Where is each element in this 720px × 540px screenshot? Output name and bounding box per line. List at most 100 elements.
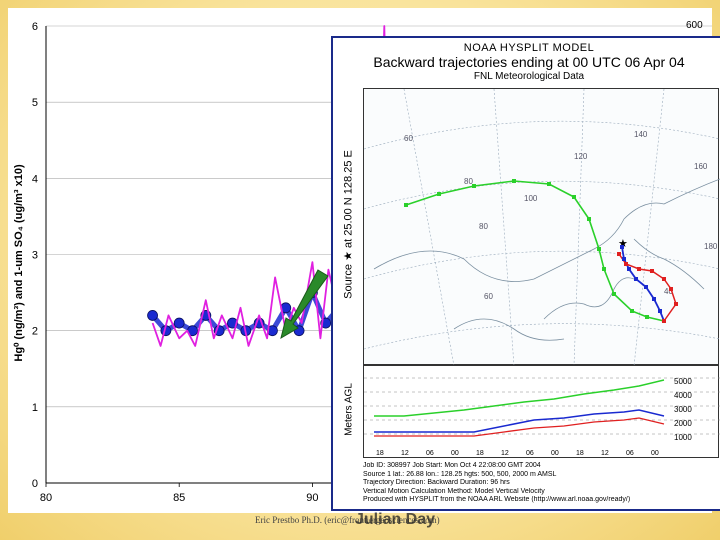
y-tick-label: 1	[32, 402, 38, 414]
trajectory-blue-marker	[634, 277, 638, 281]
trajectory-red-marker	[617, 252, 621, 256]
profile-time-tick: 18	[476, 450, 484, 457]
profile-scale-label: 2000	[674, 419, 692, 428]
map-longitude-line	[633, 88, 665, 367]
footer-credit: Eric Prestbo Ph.D. (eric@frontiergeoscie…	[255, 515, 440, 525]
trajectory-green-marker	[597, 247, 601, 251]
profile-time-tick: 00	[451, 450, 459, 457]
trajectory-blue-line	[621, 246, 665, 322]
map-grid-label: 160	[694, 162, 708, 171]
trajectory-red-line	[618, 253, 677, 322]
map-latitude-line	[363, 250, 720, 280]
map-grid-label: 120	[574, 152, 588, 161]
map-latitude-line	[363, 180, 720, 210]
hysplit-info-block: Job ID: 308997 Job Start: Mon Oct 4 22:0…	[363, 462, 720, 505]
map-grid-label: 60	[404, 134, 413, 143]
trajectory-arrow	[280, 269, 329, 340]
profile-blue-line	[374, 409, 665, 433]
profile-scale-label: 4000	[674, 391, 692, 400]
profile-time-tick: 06	[426, 450, 434, 457]
profile-time-tick: 00	[651, 450, 659, 457]
profile-scale-label: 5000	[674, 377, 692, 386]
hysplit-profile-ylabel-text: Meters AGL	[343, 383, 355, 436]
trajectory-green-marker	[437, 192, 441, 196]
trajectory-red-marker	[669, 287, 673, 291]
hysplit-map-svg: 60 80 80 100 120 140 160 180 40 60 ★	[363, 88, 720, 367]
y-axis-title: Hg⁰ (ng/m³) and 1-um SO₄ (ug/m³ x10)	[13, 164, 25, 362]
hg-so4-chart-panel: 01234568085909510 Hg⁰ (ng/m³) and 1-um S…	[8, 8, 720, 513]
hysplit-info-line: Job ID: 308997 Job Start: Mon Oct 4 22:0…	[363, 462, 541, 469]
profile-time-tick: 06	[526, 450, 534, 457]
hysplit-info-line: Trajectory Direction: Backward Duration:…	[363, 479, 510, 487]
trajectory-blue-marker	[644, 285, 648, 289]
hysplit-source-label: Source ★ at 25.00 N 128.25 E	[340, 98, 356, 358]
y-tick-label: 0	[32, 478, 38, 490]
profile-time-tick: 12	[501, 450, 509, 457]
trajectory-green-marker	[512, 179, 516, 183]
profile-time-tick: 06	[626, 450, 634, 457]
trajectory-green-marker	[602, 267, 606, 271]
map-grid-label: 80	[464, 177, 473, 186]
hysplit-title-data: FNL Meteorological Data	[473, 71, 585, 82]
map-grid-label: 80	[479, 222, 488, 231]
map-grid-label: 40	[664, 287, 673, 296]
profile-green-line	[374, 379, 665, 417]
map-source-star: ★	[618, 238, 628, 250]
profile-scale-label: 1000	[674, 433, 692, 442]
trajectory-red-marker	[674, 302, 678, 306]
hysplit-profile-svg: 1983 283 5000 4000 3000 2000 1000 181206…	[342, 377, 720, 457]
hysplit-info-line: Produced with HYSPLIT from the NOAA ARL …	[363, 496, 631, 504]
trajectory-red-marker	[662, 277, 666, 281]
hysplit-trajectory-inset: NOAA HYSPLIT MODEL Backward trajectories…	[331, 36, 720, 511]
x-tick-label: 90	[306, 492, 318, 504]
trajectory-green-marker	[547, 182, 551, 186]
trajectory-blue-marker	[627, 267, 631, 271]
trajectory-blue-marker	[652, 297, 656, 301]
trajectory-green-marker	[472, 184, 476, 188]
map-coastline	[543, 277, 635, 320]
map-longitude-line	[403, 88, 455, 367]
map-latitude-line	[363, 323, 720, 350]
so4-data-point	[147, 310, 158, 321]
trajectory-blue-marker	[658, 309, 662, 313]
y-tick-label: 4	[32, 173, 38, 185]
hysplit-title-model: NOAA HYSPLIT MODEL	[463, 42, 595, 54]
profile-scale-label: 3000	[674, 405, 692, 414]
y-tick-label: 2	[32, 326, 38, 338]
map-latitude-line	[363, 120, 720, 150]
hysplit-vertical-profile: 1983 283 5000 4000 3000 2000 1000 181206…	[342, 365, 720, 458]
profile-time-tick: 12	[601, 450, 609, 457]
profile-time-tick: 18	[376, 450, 384, 457]
trajectory-red-marker	[637, 267, 641, 271]
map-coastline	[373, 178, 720, 282]
hysplit-profile-ylabel: Meters AGL	[342, 368, 356, 458]
trajectory-green-marker	[572, 195, 576, 199]
trajectory-green-marker	[630, 309, 634, 313]
x-tick-label: 85	[173, 492, 185, 504]
trajectory-green-marker	[612, 292, 616, 296]
profile-red-line	[374, 417, 665, 437]
hysplit-source-text: Source ★ at 25.00 N 128.25 E	[342, 150, 355, 299]
trajectory-blue-marker	[620, 245, 624, 249]
trajectory-red-marker	[662, 319, 666, 323]
map-grid-label: 180	[704, 242, 718, 251]
top-right-fragment: 600	[686, 20, 703, 31]
y-tick-label: 6	[32, 21, 38, 33]
map-grid-label: 60	[484, 292, 493, 301]
trajectory-red-marker	[650, 269, 654, 273]
map-longitude-line	[493, 88, 515, 367]
trajectory-blue-marker	[622, 257, 626, 261]
hysplit-map: 60 80 80 100 120 140 160 180 40 60 ★	[363, 88, 720, 367]
y-tick-label: 5	[32, 97, 38, 109]
map-grid-label: 140	[634, 130, 648, 139]
trajectory-green-marker	[404, 203, 408, 207]
trajectory-green-marker	[645, 315, 649, 319]
profile-time-tick: 12	[401, 450, 409, 457]
hysplit-info-line: Vertical Motion Calculation Method: Mode…	[363, 487, 545, 495]
x-tick-label: 80	[40, 492, 52, 504]
y-tick-label: 3	[32, 250, 38, 262]
profile-time-tick: 18	[576, 450, 584, 457]
so4-data-point	[173, 317, 185, 329]
map-coastline	[453, 318, 565, 341]
profile-time-tick: 00	[551, 450, 559, 457]
